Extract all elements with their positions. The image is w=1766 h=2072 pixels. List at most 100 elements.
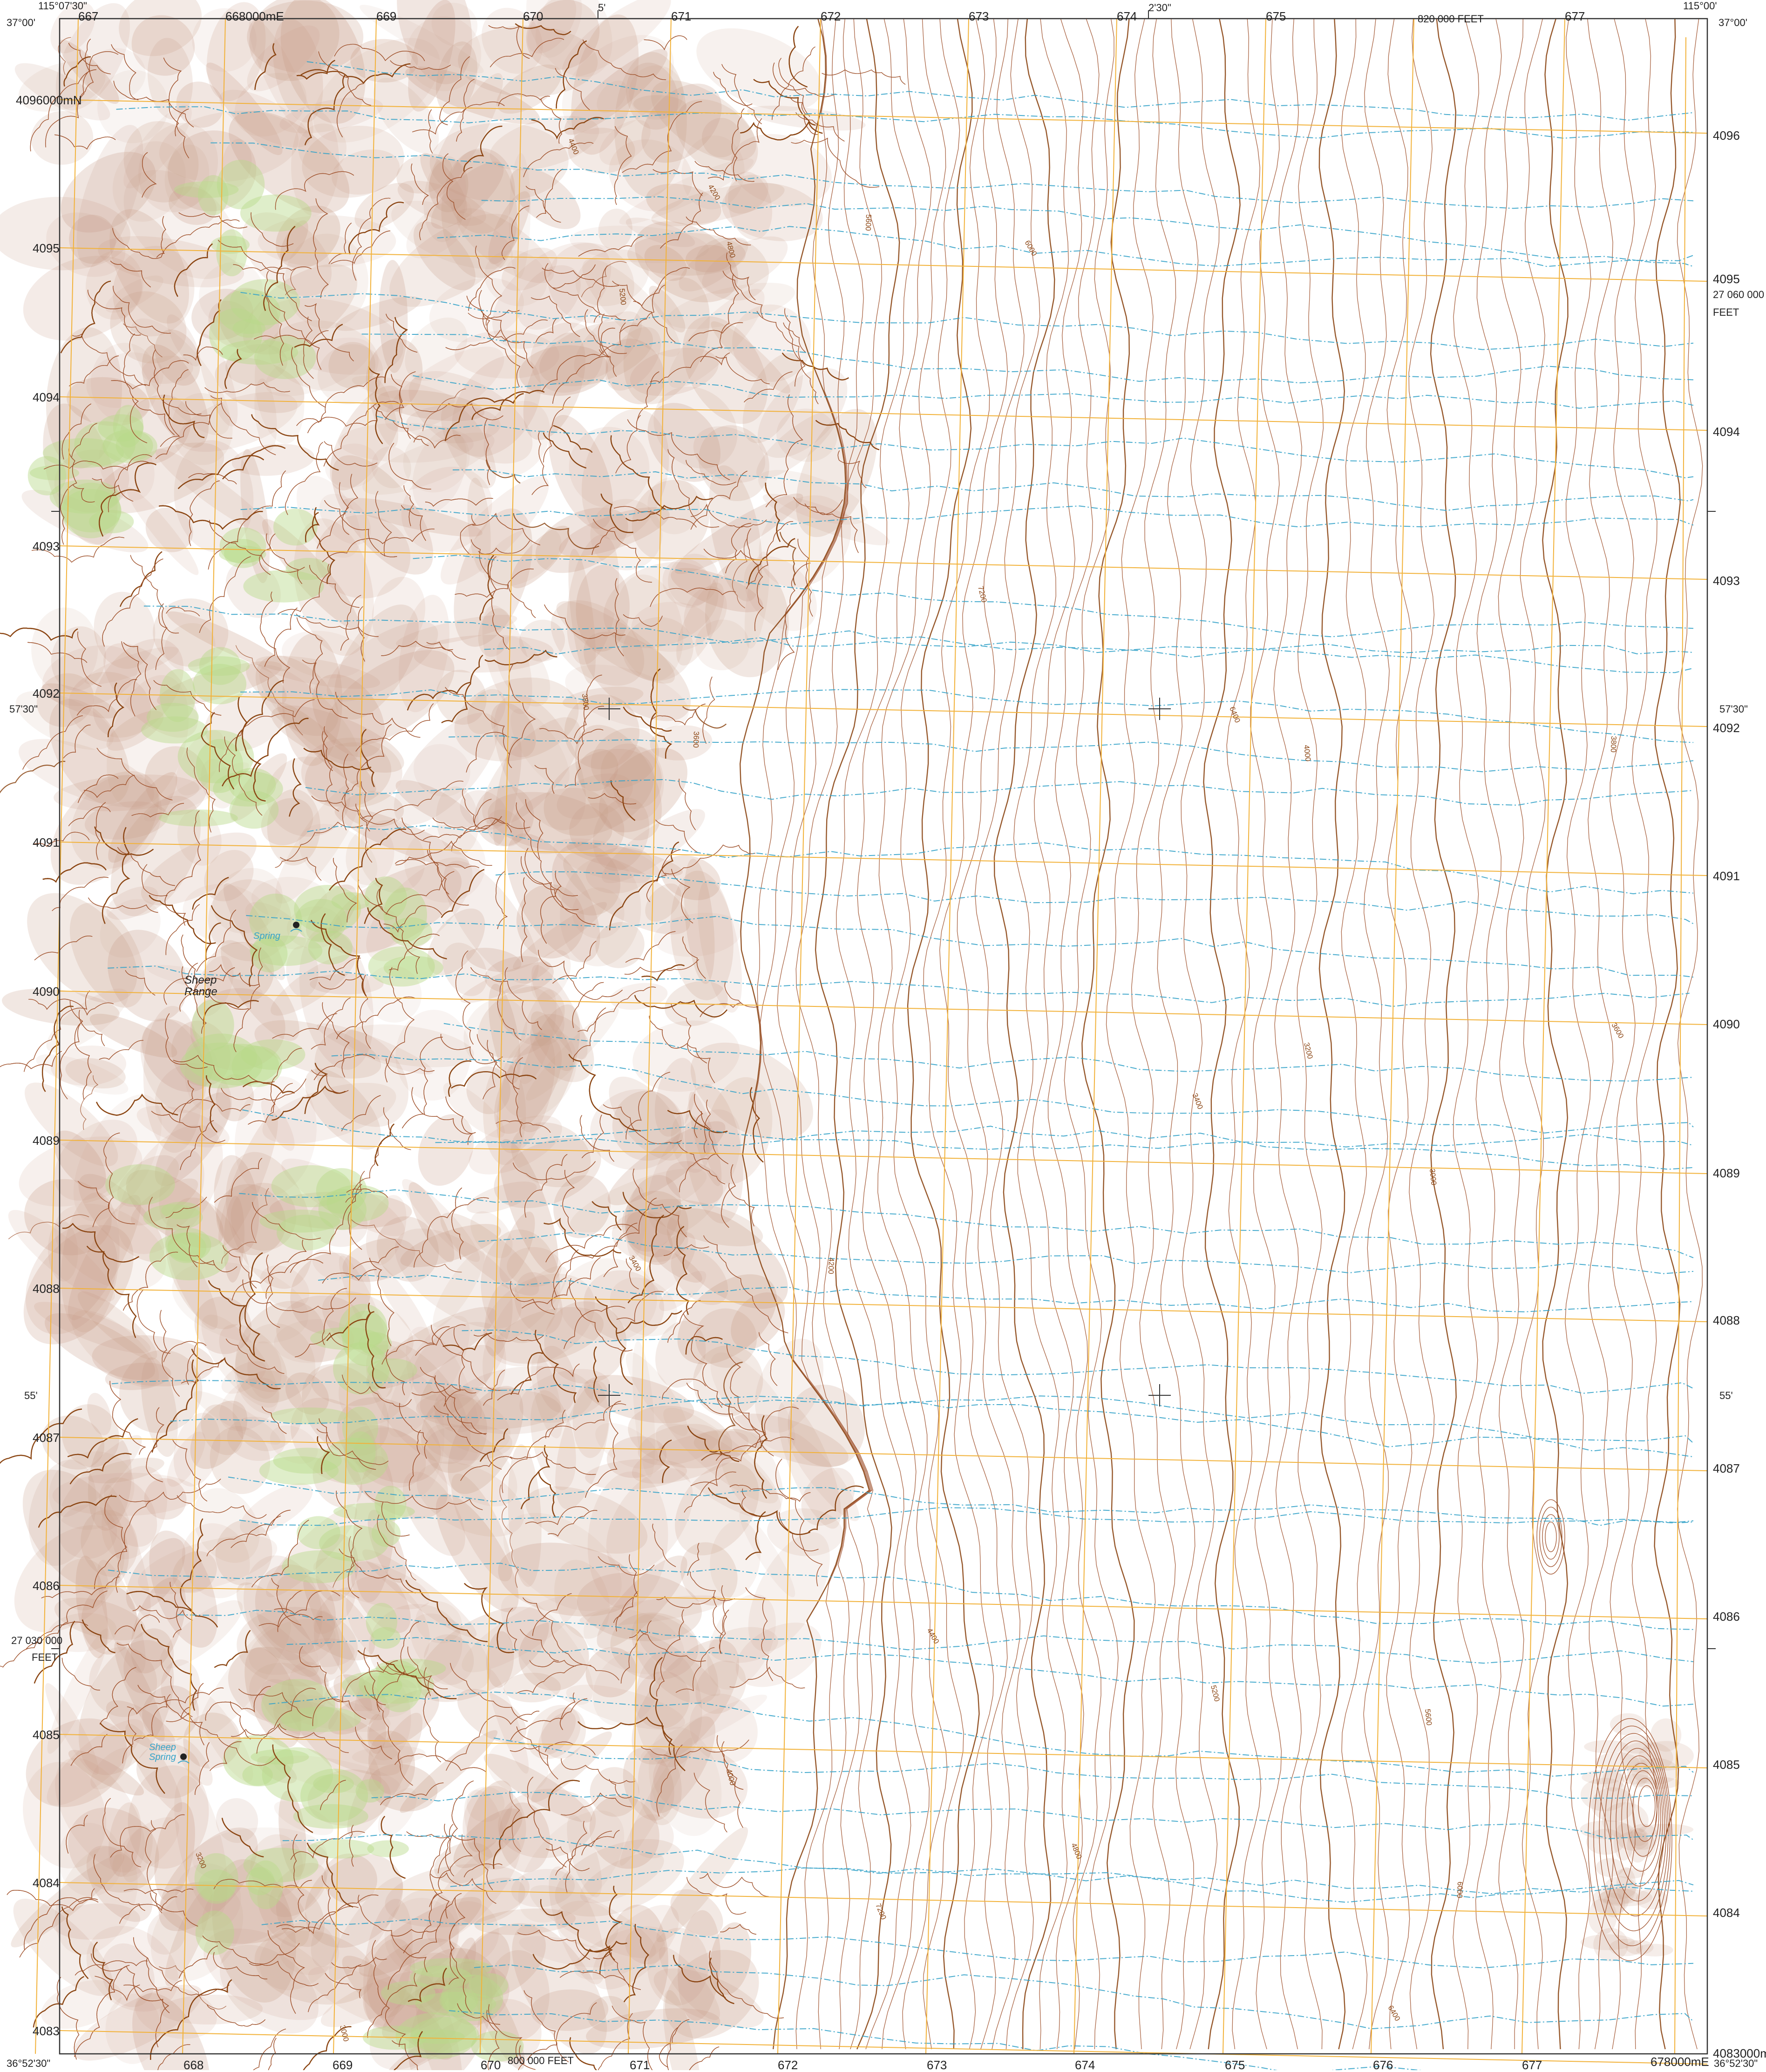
contour-line bbox=[957, 18, 1025, 2050]
contour-line bbox=[38, 1495, 117, 1528]
contour-line bbox=[407, 682, 471, 711]
relief-shade-patch bbox=[486, 1631, 514, 1688]
contour-line bbox=[254, 330, 329, 344]
relief-shade-patch bbox=[265, 337, 371, 397]
relief-shade-patch bbox=[469, 1968, 525, 2070]
relief-shade-patch bbox=[512, 1923, 607, 2054]
stream-line bbox=[453, 469, 1694, 511]
relief-shade-patch bbox=[1602, 1768, 1624, 1792]
relief-shade-patch bbox=[448, 148, 516, 234]
contour-line bbox=[266, 533, 303, 584]
relief-shade-patch bbox=[625, 1352, 688, 1436]
vegetation-patch bbox=[310, 1327, 382, 1350]
relief-shade-patch bbox=[310, 973, 384, 995]
contour-line bbox=[77, 774, 119, 803]
contour-line bbox=[552, 327, 615, 404]
contour-line bbox=[317, 474, 359, 549]
relief-shade-patch bbox=[317, 344, 383, 405]
contour-line bbox=[568, 1054, 641, 1132]
relief-shade-patch bbox=[758, 470, 869, 525]
relief-shade-patch bbox=[395, 1010, 471, 1101]
relief-shade-patch bbox=[251, 876, 327, 919]
vegetation-patch bbox=[322, 1438, 388, 1485]
contour-line bbox=[406, 1831, 493, 1890]
relief-shade-patch bbox=[499, 1802, 550, 1873]
contour-line bbox=[181, 1359, 223, 1384]
contour-line bbox=[482, 313, 534, 369]
relief-shade-patch bbox=[155, 1092, 231, 1186]
contour-line bbox=[535, 1330, 577, 1403]
relief-shade-patch bbox=[19, 1136, 143, 1207]
relief-shade-patch bbox=[493, 1266, 568, 1343]
relief-shade-patch bbox=[483, 526, 562, 587]
contour-line bbox=[515, 23, 571, 35]
top-easting-668: 668000mE bbox=[225, 9, 284, 23]
contour-line bbox=[266, 293, 322, 370]
contour-line bbox=[166, 1712, 277, 1766]
contour-line bbox=[320, 1780, 346, 1810]
contour-line bbox=[303, 317, 314, 379]
relief-shade-patch bbox=[108, 930, 187, 1022]
relief-shade-patch bbox=[707, 1594, 776, 1690]
contour-line bbox=[209, 520, 305, 573]
relief-shade-patch bbox=[270, 1425, 318, 1464]
relief-shade-patch bbox=[234, 73, 307, 137]
utm-grid-line bbox=[59, 693, 1708, 727]
relief-shade-patch bbox=[555, 1380, 611, 1509]
contour-line bbox=[414, 1197, 489, 1268]
relief-shade-patch bbox=[595, 1423, 659, 1469]
relief-shade-patch bbox=[69, 215, 116, 264]
contour-line bbox=[177, 1495, 267, 1519]
contour-line bbox=[242, 1279, 356, 1313]
contour-line bbox=[125, 970, 156, 996]
relief-shade-patch bbox=[279, 1929, 340, 1975]
relief-shade-patch bbox=[55, 1758, 145, 1873]
contour-line bbox=[488, 2004, 536, 2070]
contour-line bbox=[1539, 1507, 1562, 1567]
contour-line bbox=[68, 43, 111, 75]
relief-shade-patch bbox=[584, 632, 691, 721]
relief-shade-patch bbox=[408, 1961, 493, 2070]
relief-shade-patch bbox=[193, 1391, 281, 1445]
relief-shade-patch bbox=[58, 1504, 117, 1559]
relief-shade-patch bbox=[346, 1576, 430, 1668]
contour-line bbox=[1677, 18, 1703, 2050]
relief-shade-patch bbox=[204, 1928, 335, 2020]
relief-shade-patch bbox=[363, 1899, 413, 2029]
contour-line bbox=[425, 498, 493, 507]
relief-shade-patch bbox=[1636, 1943, 1673, 1957]
right-northing-4096: 4096 bbox=[1713, 129, 1740, 143]
vegetation-patch bbox=[113, 405, 143, 448]
contour-line bbox=[1081, 18, 1135, 2050]
contour-line bbox=[102, 1798, 141, 1868]
contour-line bbox=[403, 1893, 437, 1954]
neatline-layer bbox=[59, 18, 1708, 2055]
bottom-easting-675: 675 bbox=[1225, 2058, 1245, 2072]
relief-shade-patch bbox=[463, 998, 527, 1066]
contour-line bbox=[526, 1780, 580, 1818]
relief-shade-patch bbox=[647, 1109, 741, 1236]
contour-line bbox=[268, 2038, 277, 2070]
contour-line bbox=[456, 79, 475, 142]
streams-layer bbox=[108, 61, 1694, 2070]
relief-shade-patch bbox=[609, 139, 693, 211]
contour-line bbox=[202, 1936, 300, 1964]
contour-line bbox=[523, 1990, 569, 2063]
contour-line bbox=[271, 1578, 301, 1626]
relief-shade-patch bbox=[384, 1898, 459, 1975]
right-northing-4093: 4093 bbox=[1713, 574, 1740, 588]
contour-line bbox=[149, 895, 216, 944]
contour-line bbox=[386, 1058, 435, 1075]
utm-grid-line bbox=[59, 247, 1708, 282]
contour-line bbox=[110, 1814, 185, 1858]
relief-shade-patch bbox=[429, 278, 524, 343]
relief-shade-patch bbox=[670, 1889, 723, 1936]
relief-shade-patch bbox=[628, 1406, 733, 1468]
contour-line bbox=[385, 1663, 432, 1696]
relief-shade-patch bbox=[49, 699, 130, 805]
relief-shade-patch bbox=[228, 1647, 323, 1724]
contour-line bbox=[272, 1085, 346, 1121]
relief-shade-patch bbox=[555, 1839, 684, 1917]
relief-shade-patch bbox=[484, 250, 547, 306]
